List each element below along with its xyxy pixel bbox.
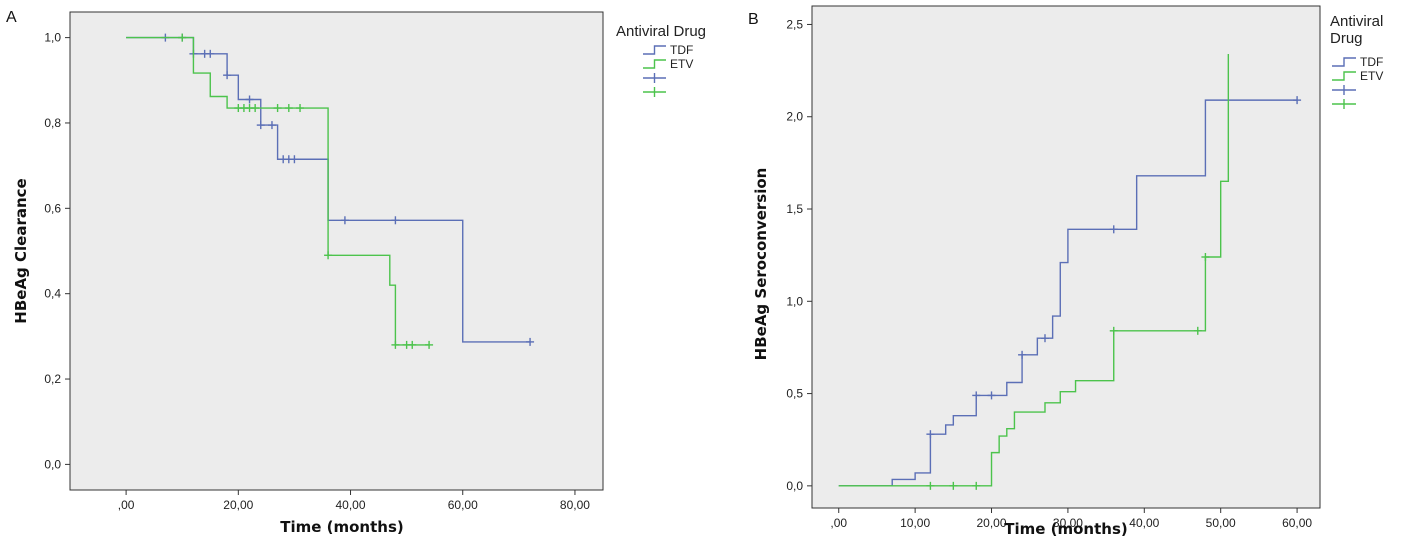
y-tick-label: 1,5	[786, 202, 803, 216]
censor-mark-etv	[949, 481, 958, 490]
y-tick-label: 0,2	[44, 372, 61, 386]
series-line-etv	[838, 53, 1230, 487]
series-line-tdf	[838, 99, 1298, 487]
plot-area	[811, 5, 1321, 509]
censor-mark-etv	[391, 340, 400, 349]
x-axis-title: Time (months)	[280, 518, 404, 536]
legend-entry: TDF	[1332, 55, 1383, 69]
legend-swatch	[1332, 71, 1356, 81]
series-layer	[838, 53, 1302, 490]
censor-mark-etv	[296, 104, 305, 113]
censor-mark-etv	[251, 104, 260, 113]
x-tick-label: 80,00	[560, 498, 590, 512]
censor-mark-tdf	[256, 121, 265, 130]
x-tick-label: 10,00	[900, 516, 930, 530]
y-tick-label: 2,0	[786, 110, 803, 124]
series-layer	[126, 33, 535, 349]
censor-mark-tdf	[206, 49, 215, 58]
legend-title: Drug	[1330, 30, 1363, 47]
legend-entry	[643, 73, 666, 83]
censor-mark-tdf	[987, 391, 996, 400]
censor-mark-etv	[1193, 326, 1202, 335]
legend-title: Antiviral	[1330, 13, 1383, 30]
x-tick-label: ,00	[118, 498, 135, 512]
y-tick-label: 2,5	[786, 17, 803, 31]
panel-label: A	[6, 9, 17, 26]
legend-title: Antiviral Drug	[616, 23, 706, 40]
y-tick-label: 0,6	[44, 201, 61, 215]
legend-entry: TDF	[643, 43, 693, 57]
censor-mark-tdf	[1018, 350, 1027, 359]
legend-entry	[1332, 85, 1356, 95]
x-tick-label: 60,00	[1282, 516, 1312, 530]
legend-label: ETV	[670, 57, 693, 71]
x-tick-label: 20,00	[977, 516, 1007, 530]
plot-area	[69, 11, 604, 491]
x-tick-label: 20,00	[223, 498, 253, 512]
censor-mark-etv	[408, 340, 417, 349]
censor-mark-tdf	[391, 216, 400, 225]
y-tick-label: 0,5	[786, 387, 803, 401]
censor-mark-etv	[1201, 253, 1210, 261]
censor-mark-etv	[178, 33, 187, 42]
x-axis-title: Time (months)	[1004, 520, 1128, 538]
tick-layer: ,00 10,00 20,00 30,00 40,00 50,00 60,00 0,0 0,5 1…	[786, 17, 1312, 530]
y-tick-label: 1,0	[786, 294, 803, 308]
legend-entry: ETV	[1332, 69, 1383, 83]
censor-mark-etv	[273, 104, 282, 113]
censor-mark-tdf	[290, 155, 299, 164]
y-tick-label: 0,0	[786, 479, 803, 493]
censor-mark-etv	[425, 340, 434, 349]
chart-panel-b: B ,00 10,00 20,00 30,00 40,00 50,00 60,00 0,0 0,…	[748, 5, 1383, 538]
legend-label: ETV	[1360, 69, 1383, 83]
censor-mark-tdf	[267, 121, 276, 130]
legend-swatch	[643, 59, 666, 69]
censor-mark-etv	[972, 481, 981, 490]
x-tick-label: ,00	[830, 516, 847, 530]
censor-mark-tdf	[526, 337, 535, 346]
x-tick-label: 30,00	[1053, 516, 1083, 530]
censor-mark-tdf	[340, 216, 349, 225]
y-axis-title: HBeAg Clearance	[12, 178, 30, 323]
censor-mark-tdf	[972, 391, 981, 400]
legend-entry	[1332, 99, 1356, 109]
x-tick-label: 40,00	[1129, 516, 1159, 530]
legend-label: TDF	[1360, 55, 1383, 69]
censor-mark-etv	[324, 251, 333, 260]
y-tick-label: 0,4	[44, 287, 61, 301]
y-tick-label: 0,0	[44, 457, 61, 471]
censor-mark-etv	[1109, 326, 1118, 335]
legend-entry: ETV	[643, 57, 693, 71]
y-tick-label: 1,0	[44, 31, 61, 45]
x-tick-label: 40,00	[336, 498, 366, 512]
legend-swatch	[643, 45, 666, 55]
x-tick-label: 60,00	[448, 498, 478, 512]
legend-entry	[643, 87, 666, 97]
censor-mark-etv	[284, 104, 293, 113]
legend-swatch	[1332, 57, 1356, 67]
censor-mark-tdf	[245, 95, 254, 104]
chart-panel-a: A ,00 20,00 40,00 60,00 80,00 0,0 0,2 0,4 0,6 0,8…	[6, 9, 706, 536]
panel-label: B	[748, 11, 759, 28]
legend-label: TDF	[670, 43, 693, 57]
censor-mark-tdf	[1109, 225, 1118, 234]
censor-mark-etv	[926, 481, 935, 490]
censor-mark-tdf	[1040, 334, 1049, 343]
y-axis-title: HBeAg Seroconversion	[752, 168, 770, 361]
censor-mark-tdf	[1293, 96, 1302, 105]
censor-mark-tdf	[926, 430, 935, 439]
censor-mark-tdf	[223, 71, 232, 80]
y-tick-label: 0,8	[44, 116, 61, 130]
x-tick-label: 50,00	[1206, 516, 1236, 530]
tick-layer: ,00 20,00 40,00 60,00 80,00 0,0 0,2 0,4 0,6 0,8 1,…	[44, 31, 590, 512]
